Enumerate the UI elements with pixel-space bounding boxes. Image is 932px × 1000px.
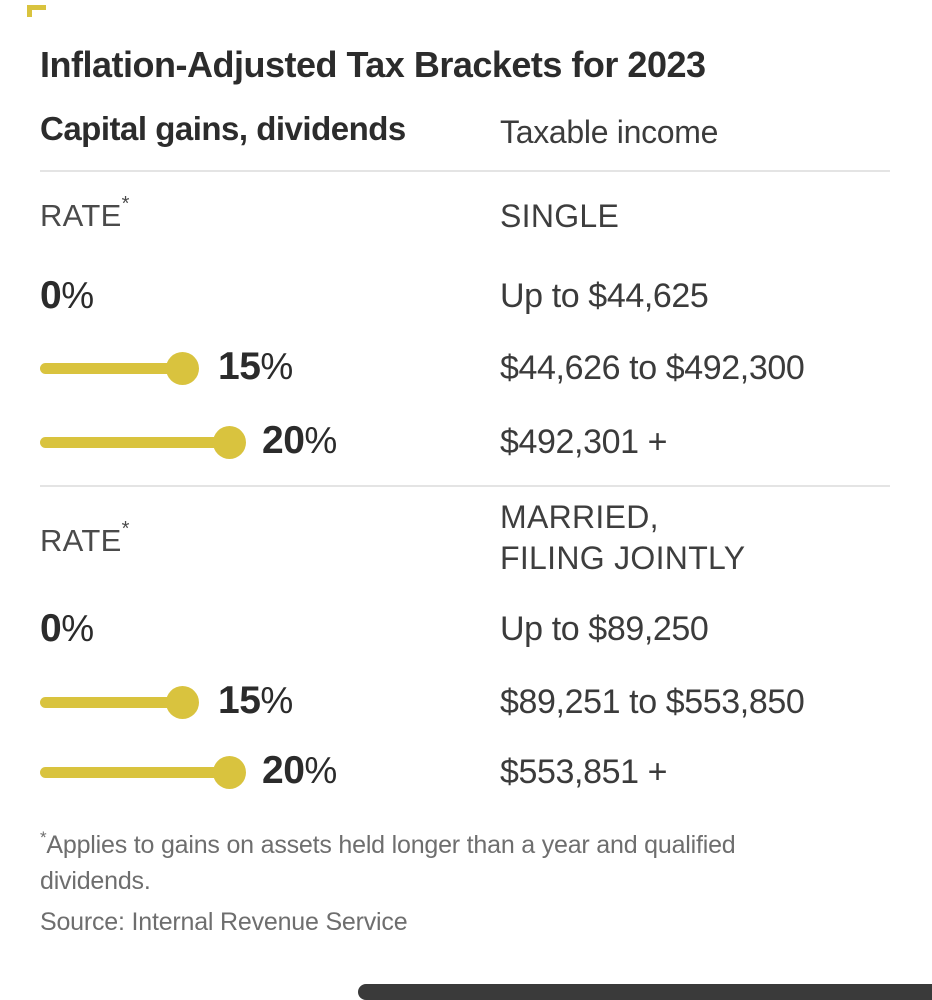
bar-segment: [40, 363, 182, 374]
rate-label-15: 15%: [218, 345, 293, 388]
footnote-asterisk: *: [40, 828, 47, 847]
rate-label-0: 0%: [40, 274, 94, 317]
income-range: $553,851 +: [500, 753, 668, 791]
bar-dot: [166, 352, 199, 385]
bar-dot: [213, 426, 246, 459]
rate-label-0: 0%: [40, 607, 94, 650]
income-range: Up to $44,625: [500, 277, 709, 315]
bar-segment: [40, 437, 229, 448]
rate-bar-15: [40, 352, 300, 385]
bar-segment: [40, 697, 182, 708]
rate-header-asterisk: *: [121, 193, 130, 215]
rate-column-header: RATE*: [40, 193, 130, 234]
rate-bar-20: [40, 756, 300, 789]
rate-label-20: 20%: [262, 419, 337, 462]
bottom-bar: [358, 984, 932, 1000]
subtitle-taxable-income: Taxable income: [500, 114, 719, 150]
footnote-line-2: dividends.: [40, 867, 151, 895]
rate-bar-15: [40, 686, 300, 719]
divider-middle: [40, 485, 890, 487]
divider-top: [40, 170, 890, 172]
bar-segment: [40, 767, 229, 778]
page-title: Inflation-Adjusted Tax Brackets for 2023: [40, 44, 706, 85]
rate-label-15: 15%: [218, 679, 293, 722]
bar-dot: [213, 756, 246, 789]
source-line: Source: Internal Revenue Service: [40, 908, 408, 936]
rate-header-text: RATE: [40, 523, 122, 558]
filing-status-header-married: MARRIED, FILING JOINTLY: [500, 499, 746, 576]
rate-header-text: RATE: [40, 198, 122, 233]
rate-bar-20: [40, 426, 300, 459]
income-range: $44,626 to $492,300: [500, 349, 805, 387]
bar-dot: [166, 686, 199, 719]
footnote-line-1: *Applies to gains on assets held longer …: [40, 828, 736, 859]
rate-label-20: 20%: [262, 749, 337, 792]
income-range: $492,301 +: [500, 423, 668, 461]
income-range: $89,251 to $553,850: [500, 683, 805, 721]
subtitle-capital-gains: Capital gains, dividends: [40, 110, 406, 147]
filing-status-header-single: SINGLE: [500, 198, 620, 234]
corner-accent-mark: [27, 5, 46, 17]
rate-column-header: RATE*: [40, 518, 130, 559]
rate-header-asterisk: *: [121, 518, 130, 540]
income-range: Up to $89,250: [500, 610, 709, 648]
